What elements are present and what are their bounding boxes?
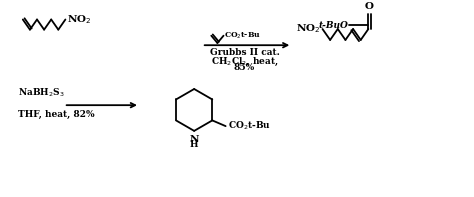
Text: t-BuO: t-BuO — [319, 21, 348, 30]
Text: 85%: 85% — [234, 63, 255, 72]
Text: CO$_2$t-Bu: CO$_2$t-Bu — [228, 120, 271, 132]
Text: CH$_2$Cl$_2$, heat,: CH$_2$Cl$_2$, heat, — [211, 56, 278, 68]
Text: NO$_2$: NO$_2$ — [296, 23, 320, 35]
Text: Grubbs II cat.: Grubbs II cat. — [210, 48, 280, 57]
Text: O: O — [365, 2, 374, 11]
Text: NO$_2$: NO$_2$ — [67, 13, 92, 26]
Text: NaBH$_2$S$_3$: NaBH$_2$S$_3$ — [18, 86, 64, 98]
Text: N: N — [190, 135, 199, 144]
Text: H: H — [190, 140, 199, 149]
Text: THF, heat, 82%: THF, heat, 82% — [18, 110, 95, 119]
Text: CO$_2$t-Bu: CO$_2$t-Bu — [225, 30, 261, 41]
